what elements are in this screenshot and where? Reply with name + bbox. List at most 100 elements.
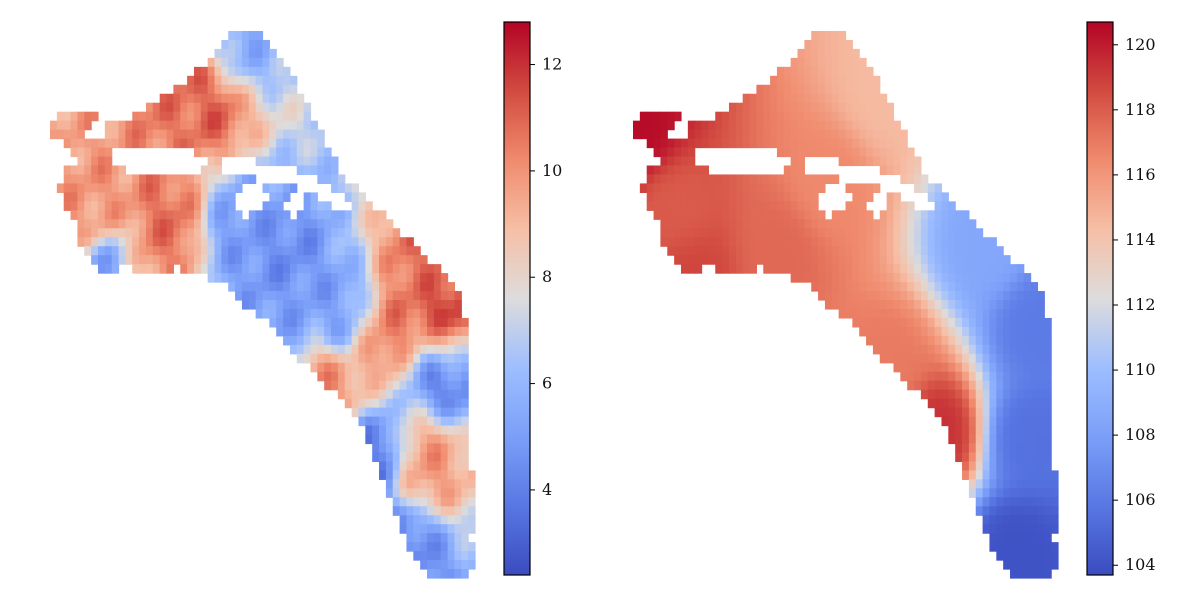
map-cell xyxy=(379,228,387,238)
map-cell xyxy=(914,156,922,167)
map-cell xyxy=(893,120,901,131)
map-cell xyxy=(852,183,860,193)
map-cell xyxy=(701,228,709,238)
map-cell xyxy=(872,326,881,337)
map-cell xyxy=(255,282,264,292)
map-cell xyxy=(879,237,888,247)
map-cell xyxy=(948,389,956,400)
map-cell xyxy=(372,300,380,310)
map-cell xyxy=(289,255,298,265)
map-cell xyxy=(193,138,202,149)
map-cell xyxy=(866,111,874,122)
map-cell xyxy=(831,138,840,149)
map-cell xyxy=(879,147,888,158)
map-cell xyxy=(447,317,456,328)
map-cell xyxy=(433,335,442,346)
map-cell xyxy=(276,273,284,283)
map-cell xyxy=(207,147,216,158)
map-cell xyxy=(166,255,174,265)
map-cell xyxy=(852,102,860,113)
map-cell xyxy=(866,84,874,95)
map-cell xyxy=(1003,497,1011,507)
map-cell xyxy=(337,326,346,337)
map-cell xyxy=(838,255,847,265)
map-cell xyxy=(447,524,456,534)
map-cell xyxy=(900,353,908,364)
map-cell xyxy=(996,443,1004,454)
map-cell xyxy=(1044,470,1052,480)
map-cell xyxy=(1003,425,1011,436)
map-cell xyxy=(406,542,414,552)
map-cell xyxy=(927,344,936,355)
map-cell xyxy=(440,425,449,436)
map-cell xyxy=(975,497,984,507)
map-cell xyxy=(831,210,840,220)
map-cell xyxy=(372,344,380,355)
map-cell xyxy=(145,246,154,256)
map-cell xyxy=(152,210,161,220)
map-cell xyxy=(941,308,949,319)
map-cell xyxy=(200,201,209,211)
map-cell xyxy=(433,542,442,552)
map-cell xyxy=(1044,542,1052,552)
map-cell xyxy=(996,389,1004,400)
map-cell xyxy=(248,138,257,149)
map-cell xyxy=(989,246,997,256)
map-cell xyxy=(125,138,133,149)
map-cell xyxy=(1051,497,1059,507)
map-cell xyxy=(392,470,401,480)
map-cell xyxy=(852,66,860,77)
map-cell xyxy=(303,344,312,355)
map-cell xyxy=(365,380,373,391)
map-cell xyxy=(454,470,462,480)
map-cell xyxy=(831,174,840,185)
map-cell xyxy=(968,344,977,355)
map-cell xyxy=(845,246,853,256)
map-cell xyxy=(660,156,668,167)
map-cell xyxy=(427,425,435,436)
map-cell xyxy=(982,362,991,373)
map-cell xyxy=(111,228,120,238)
map-cell xyxy=(289,273,298,283)
map-cell xyxy=(358,398,366,409)
map-cell xyxy=(461,353,469,364)
map-cell xyxy=(358,291,366,301)
map-cell xyxy=(173,129,181,140)
map-cell xyxy=(941,273,949,283)
map-cell xyxy=(324,201,332,211)
map-cell xyxy=(914,353,922,364)
map-cell xyxy=(166,237,174,247)
map-cell xyxy=(358,246,366,256)
map-cell xyxy=(468,515,476,525)
map-cell xyxy=(427,362,435,373)
map-cell xyxy=(838,57,847,68)
map-cell xyxy=(742,201,751,211)
map-cell xyxy=(824,120,833,131)
map-cell xyxy=(941,237,949,247)
map-cell xyxy=(948,425,956,436)
map-cell xyxy=(934,291,943,301)
map-cell xyxy=(358,317,366,328)
map-cell xyxy=(872,264,881,274)
map-cell xyxy=(831,120,840,131)
map-cell xyxy=(324,326,332,337)
map-cell xyxy=(797,111,805,122)
map-cell xyxy=(248,39,257,50)
map-cell xyxy=(406,479,414,489)
map-cell xyxy=(166,246,174,256)
map-cell xyxy=(269,210,277,220)
map-cell xyxy=(406,533,414,543)
map-cell xyxy=(180,183,188,193)
map-cell xyxy=(1003,470,1011,480)
map-cell xyxy=(831,264,840,274)
map-cell xyxy=(1030,524,1039,534)
map-cell xyxy=(276,282,284,292)
map-cell xyxy=(1016,317,1025,328)
map-cell xyxy=(694,201,703,211)
map-cell xyxy=(385,282,394,292)
map-cell xyxy=(132,237,140,247)
map-cell xyxy=(1030,380,1039,391)
map-cell xyxy=(838,156,847,167)
map-cell xyxy=(317,371,325,382)
map-cell xyxy=(646,138,655,149)
